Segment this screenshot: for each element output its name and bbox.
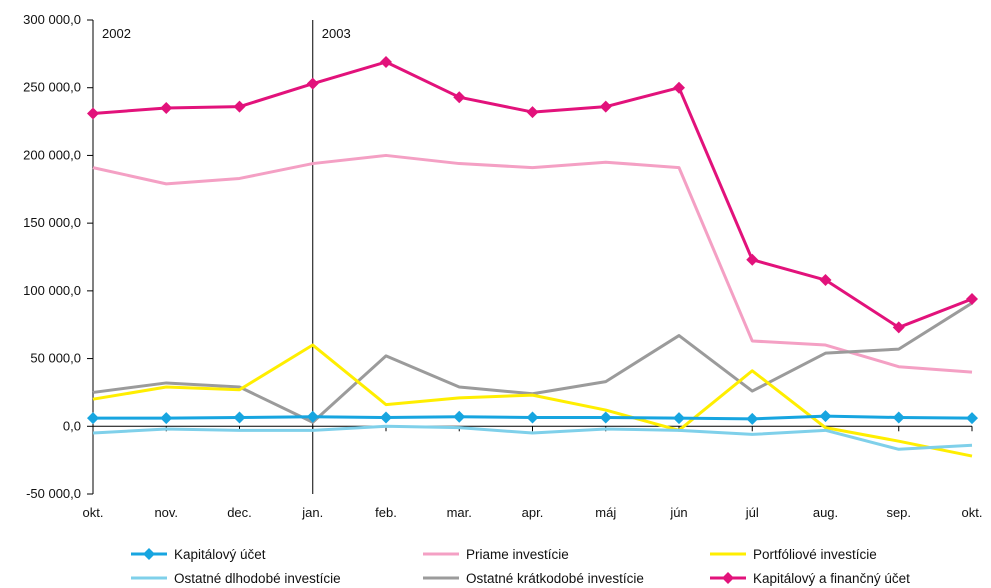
y-tick-label: 250 000,0 [23,80,81,95]
data-point-kapitalovy-ucet [87,412,99,425]
data-point-kapitalovy-ucet [599,411,612,424]
series-line-ostatne-kratkodobe-investicie [92,301,973,424]
legend-label: Kapitálový účet [174,547,266,562]
data-point-kapitalovy-ucet [526,411,539,424]
x-tick-label: mar. [447,505,472,520]
y-tick-label: -50 000,0 [26,486,81,501]
legend-label: Priame investície [466,547,569,562]
data-point-kapitalovy-ucet [966,412,978,425]
legend-marker [722,572,734,584]
data-point-kapitalovy-a-financny-ucet [233,100,246,113]
legend-label: Ostatné krátkodobé investície [466,571,644,586]
x-tick-label: feb. [375,505,397,520]
series-line-priame-investicie [92,153,973,374]
series-line-kapitalovy-a-financny-ucet [92,60,973,329]
x-tick-label: nov. [154,505,178,520]
chart-legend: Kapitálový účet Priame investície Portfóli… [131,547,910,586]
legend-label: Kapitálový a finančný účet [753,571,910,586]
data-point-kapitalovy-a-financny-ucet [160,102,173,115]
data-point-kapitalovy-a-financny-ucet [599,100,612,113]
year-label: 2002 [102,26,131,41]
data-point-kapitalovy-ucet [892,411,905,424]
data-point-kapitalovy-a-financny-ucet [380,55,392,68]
x-tick-label: sep. [886,505,911,520]
data-point-kapitalovy-a-financny-ucet [453,91,466,104]
series-line-ostatne-dlhodobe-investicie [92,424,973,451]
data-point-kapitalovy-ucet [819,410,832,423]
legend-item-kapitalovy-a-financny-ucet: Kapitálový a finančný účet [710,571,910,586]
series-line-portfoliove-investicie [92,343,973,458]
data-point-kapitalovy-a-financny-ucet [87,107,99,120]
data-point-kapitalovy-a-financny-ucet [966,292,978,305]
legend-marker [143,548,155,560]
x-tick-label: jan. [301,505,323,520]
data-point-kapitalovy-ucet [453,410,466,423]
series-layer [87,55,978,458]
data-point-kapitalovy-a-financny-ucet [892,321,905,334]
x-tick-label: apr. [522,505,544,520]
year-label: 2003 [322,26,351,41]
legend-item-ostatne-dlhodobe-investicie: Ostatné dlhodobé investície [131,571,341,586]
data-point-kapitalovy-ucet [673,412,685,425]
data-point-kapitalovy-a-financny-ucet [673,81,685,94]
x-tick-label: okt. [83,505,104,520]
x-tick-label: júl [745,505,759,520]
x-tick-label: okt. [962,505,983,520]
x-tick-label: aug. [813,505,838,520]
legend-label: Portfóliové investície [753,547,877,562]
data-point-kapitalovy-ucet [746,412,759,425]
data-point-kapitalovy-ucet [233,411,246,424]
legend-item-kapitalovy-ucet: Kapitálový účet [131,547,266,562]
data-point-kapitalovy-ucet [160,412,173,425]
x-tick-label: máj [595,505,616,520]
data-point-kapitalovy-ucet [306,410,319,423]
data-point-kapitalovy-a-financny-ucet [526,106,539,119]
legend-item-portfoliove-investicie: Portfóliové investície [710,547,877,562]
data-point-kapitalovy-a-financny-ucet [819,274,832,287]
data-point-kapitalovy-ucet [380,411,392,424]
legend-item-ostatne-kratkodobe-investicie: Ostatné krátkodobé investície [423,571,644,586]
chart-axes: -50 000,0 0,0 50 000,0 100 000,0 150 000,0 20… [23,12,982,520]
y-tick-label: 200 000,0 [23,147,81,162]
y-tick-label: 0,0 [63,418,81,433]
legend-label: Ostatné dlhodobé investície [174,571,341,586]
y-tick-label: 300 000,0 [23,12,81,27]
x-tick-label: jún [669,505,687,520]
data-point-kapitalovy-a-financny-ucet [746,253,759,266]
legend-item-priame-investicie: Priame investície [423,547,569,562]
x-tick-label: dec. [227,505,252,520]
data-point-kapitalovy-a-financny-ucet [306,77,319,90]
y-tick-label: 50 000,0 [30,351,81,366]
y-tick-label: 100 000,0 [23,283,81,298]
y-tick-label: 150 000,0 [23,215,81,230]
